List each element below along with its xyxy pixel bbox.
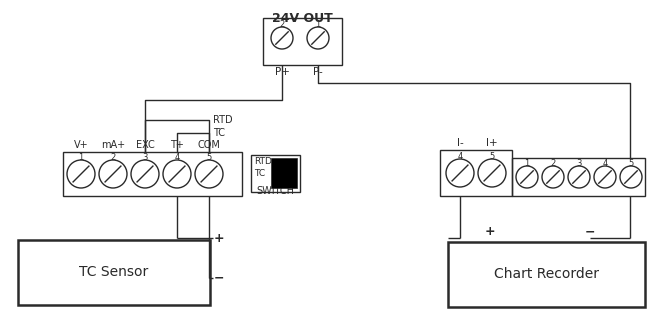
Text: 5: 5	[628, 159, 634, 168]
Circle shape	[163, 160, 191, 188]
Circle shape	[131, 160, 159, 188]
Text: P+: P+	[275, 67, 289, 77]
Text: TC: TC	[254, 170, 265, 179]
Text: RTD: RTD	[254, 158, 272, 166]
Text: 2: 2	[110, 153, 116, 162]
Bar	[251, 155, 300, 192]
Bar	[512, 158, 645, 196]
Text: 24V OUT: 24V OUT	[272, 12, 333, 25]
Text: 1: 1	[525, 159, 529, 168]
Text: 5: 5	[489, 152, 495, 161]
Text: 4: 4	[602, 159, 608, 168]
Circle shape	[271, 27, 293, 49]
Text: COM: COM	[198, 140, 220, 150]
Text: V+: V+	[74, 140, 88, 150]
Circle shape	[67, 160, 95, 188]
Circle shape	[195, 160, 223, 188]
Text: T+: T+	[170, 140, 184, 150]
Text: 4: 4	[174, 153, 180, 162]
Text: −: −	[214, 272, 225, 285]
Circle shape	[620, 166, 642, 188]
Circle shape	[568, 166, 590, 188]
Text: RTD: RTD	[213, 115, 233, 125]
Text: TC: TC	[213, 128, 225, 138]
Text: TC Sensor: TC Sensor	[79, 266, 148, 279]
Bar	[18, 240, 210, 305]
Bar	[448, 242, 645, 307]
Circle shape	[99, 160, 127, 188]
Circle shape	[478, 159, 506, 187]
Circle shape	[307, 27, 329, 49]
Bar	[63, 152, 242, 196]
Bar	[263, 18, 342, 65]
Text: P-: P-	[313, 67, 323, 77]
Text: Chart Recorder: Chart Recorder	[494, 267, 599, 282]
Circle shape	[516, 166, 538, 188]
Text: 1: 1	[78, 153, 84, 162]
Text: +: +	[214, 232, 225, 245]
Text: −: −	[585, 225, 595, 238]
Circle shape	[594, 166, 616, 188]
Text: I-: I-	[457, 138, 464, 148]
Text: +: +	[485, 225, 495, 238]
Text: 1: 1	[315, 20, 321, 29]
Text: I+: I+	[486, 138, 498, 148]
Text: 3: 3	[577, 159, 582, 168]
Text: 5: 5	[206, 153, 211, 162]
Bar	[440, 150, 512, 196]
Text: SWITCH: SWITCH	[256, 186, 294, 196]
Text: mA+: mA+	[101, 140, 125, 150]
Text: 3: 3	[142, 153, 148, 162]
Circle shape	[446, 159, 474, 187]
Text: 2: 2	[551, 159, 556, 168]
Text: 2: 2	[279, 20, 285, 29]
Bar	[271, 158, 297, 188]
Circle shape	[542, 166, 564, 188]
Text: 4: 4	[458, 152, 463, 161]
Text: EXC: EXC	[136, 140, 154, 150]
